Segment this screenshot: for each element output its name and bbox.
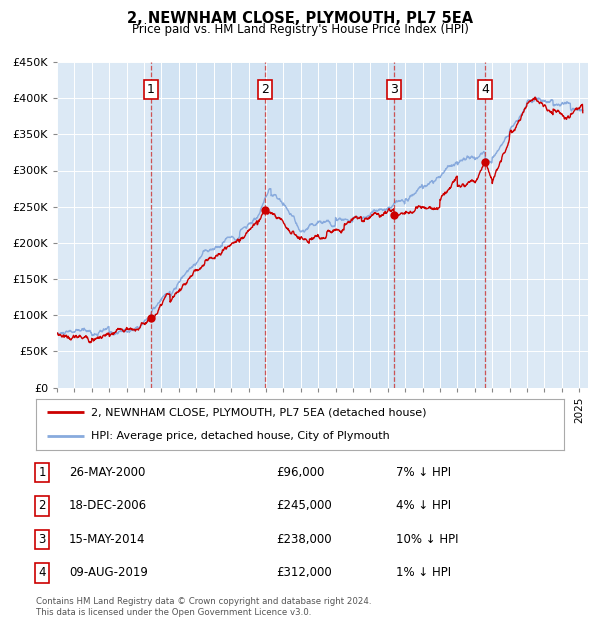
Text: £96,000: £96,000 (276, 466, 325, 479)
Text: 2: 2 (38, 500, 46, 512)
Text: 3: 3 (390, 83, 398, 96)
Text: 2, NEWNHAM CLOSE, PLYMOUTH, PL7 5EA: 2, NEWNHAM CLOSE, PLYMOUTH, PL7 5EA (127, 11, 473, 25)
Bar (265, 62, 394, 388)
Text: 2, NEWNHAM CLOSE, PLYMOUTH, PL7 5EA (detached house): 2, NEWNHAM CLOSE, PLYMOUTH, PL7 5EA (det… (91, 407, 427, 417)
Text: 18-DEC-2006: 18-DEC-2006 (69, 500, 147, 512)
Bar (151, 62, 265, 388)
Text: 26-MAY-2000: 26-MAY-2000 (69, 466, 145, 479)
Bar (394, 62, 485, 388)
Text: 7% ↓ HPI: 7% ↓ HPI (396, 466, 451, 479)
Text: Contains HM Land Registry data © Crown copyright and database right 2024.
This d: Contains HM Land Registry data © Crown c… (36, 598, 371, 617)
Text: 09-AUG-2019: 09-AUG-2019 (69, 567, 148, 579)
Text: 10% ↓ HPI: 10% ↓ HPI (396, 533, 458, 546)
Text: £312,000: £312,000 (276, 567, 332, 579)
Text: 3: 3 (38, 533, 46, 546)
Text: 4: 4 (481, 83, 489, 96)
Text: 1% ↓ HPI: 1% ↓ HPI (396, 567, 451, 579)
Text: 4% ↓ HPI: 4% ↓ HPI (396, 500, 451, 512)
Text: £245,000: £245,000 (276, 500, 332, 512)
Text: 1: 1 (147, 83, 155, 96)
Text: 4: 4 (38, 567, 46, 579)
Text: Price paid vs. HM Land Registry's House Price Index (HPI): Price paid vs. HM Land Registry's House … (131, 23, 469, 36)
Text: 15-MAY-2014: 15-MAY-2014 (69, 533, 146, 546)
Text: HPI: Average price, detached house, City of Plymouth: HPI: Average price, detached house, City… (91, 431, 390, 441)
Text: 2: 2 (261, 83, 269, 96)
Text: £238,000: £238,000 (276, 533, 332, 546)
Text: 1: 1 (38, 466, 46, 479)
